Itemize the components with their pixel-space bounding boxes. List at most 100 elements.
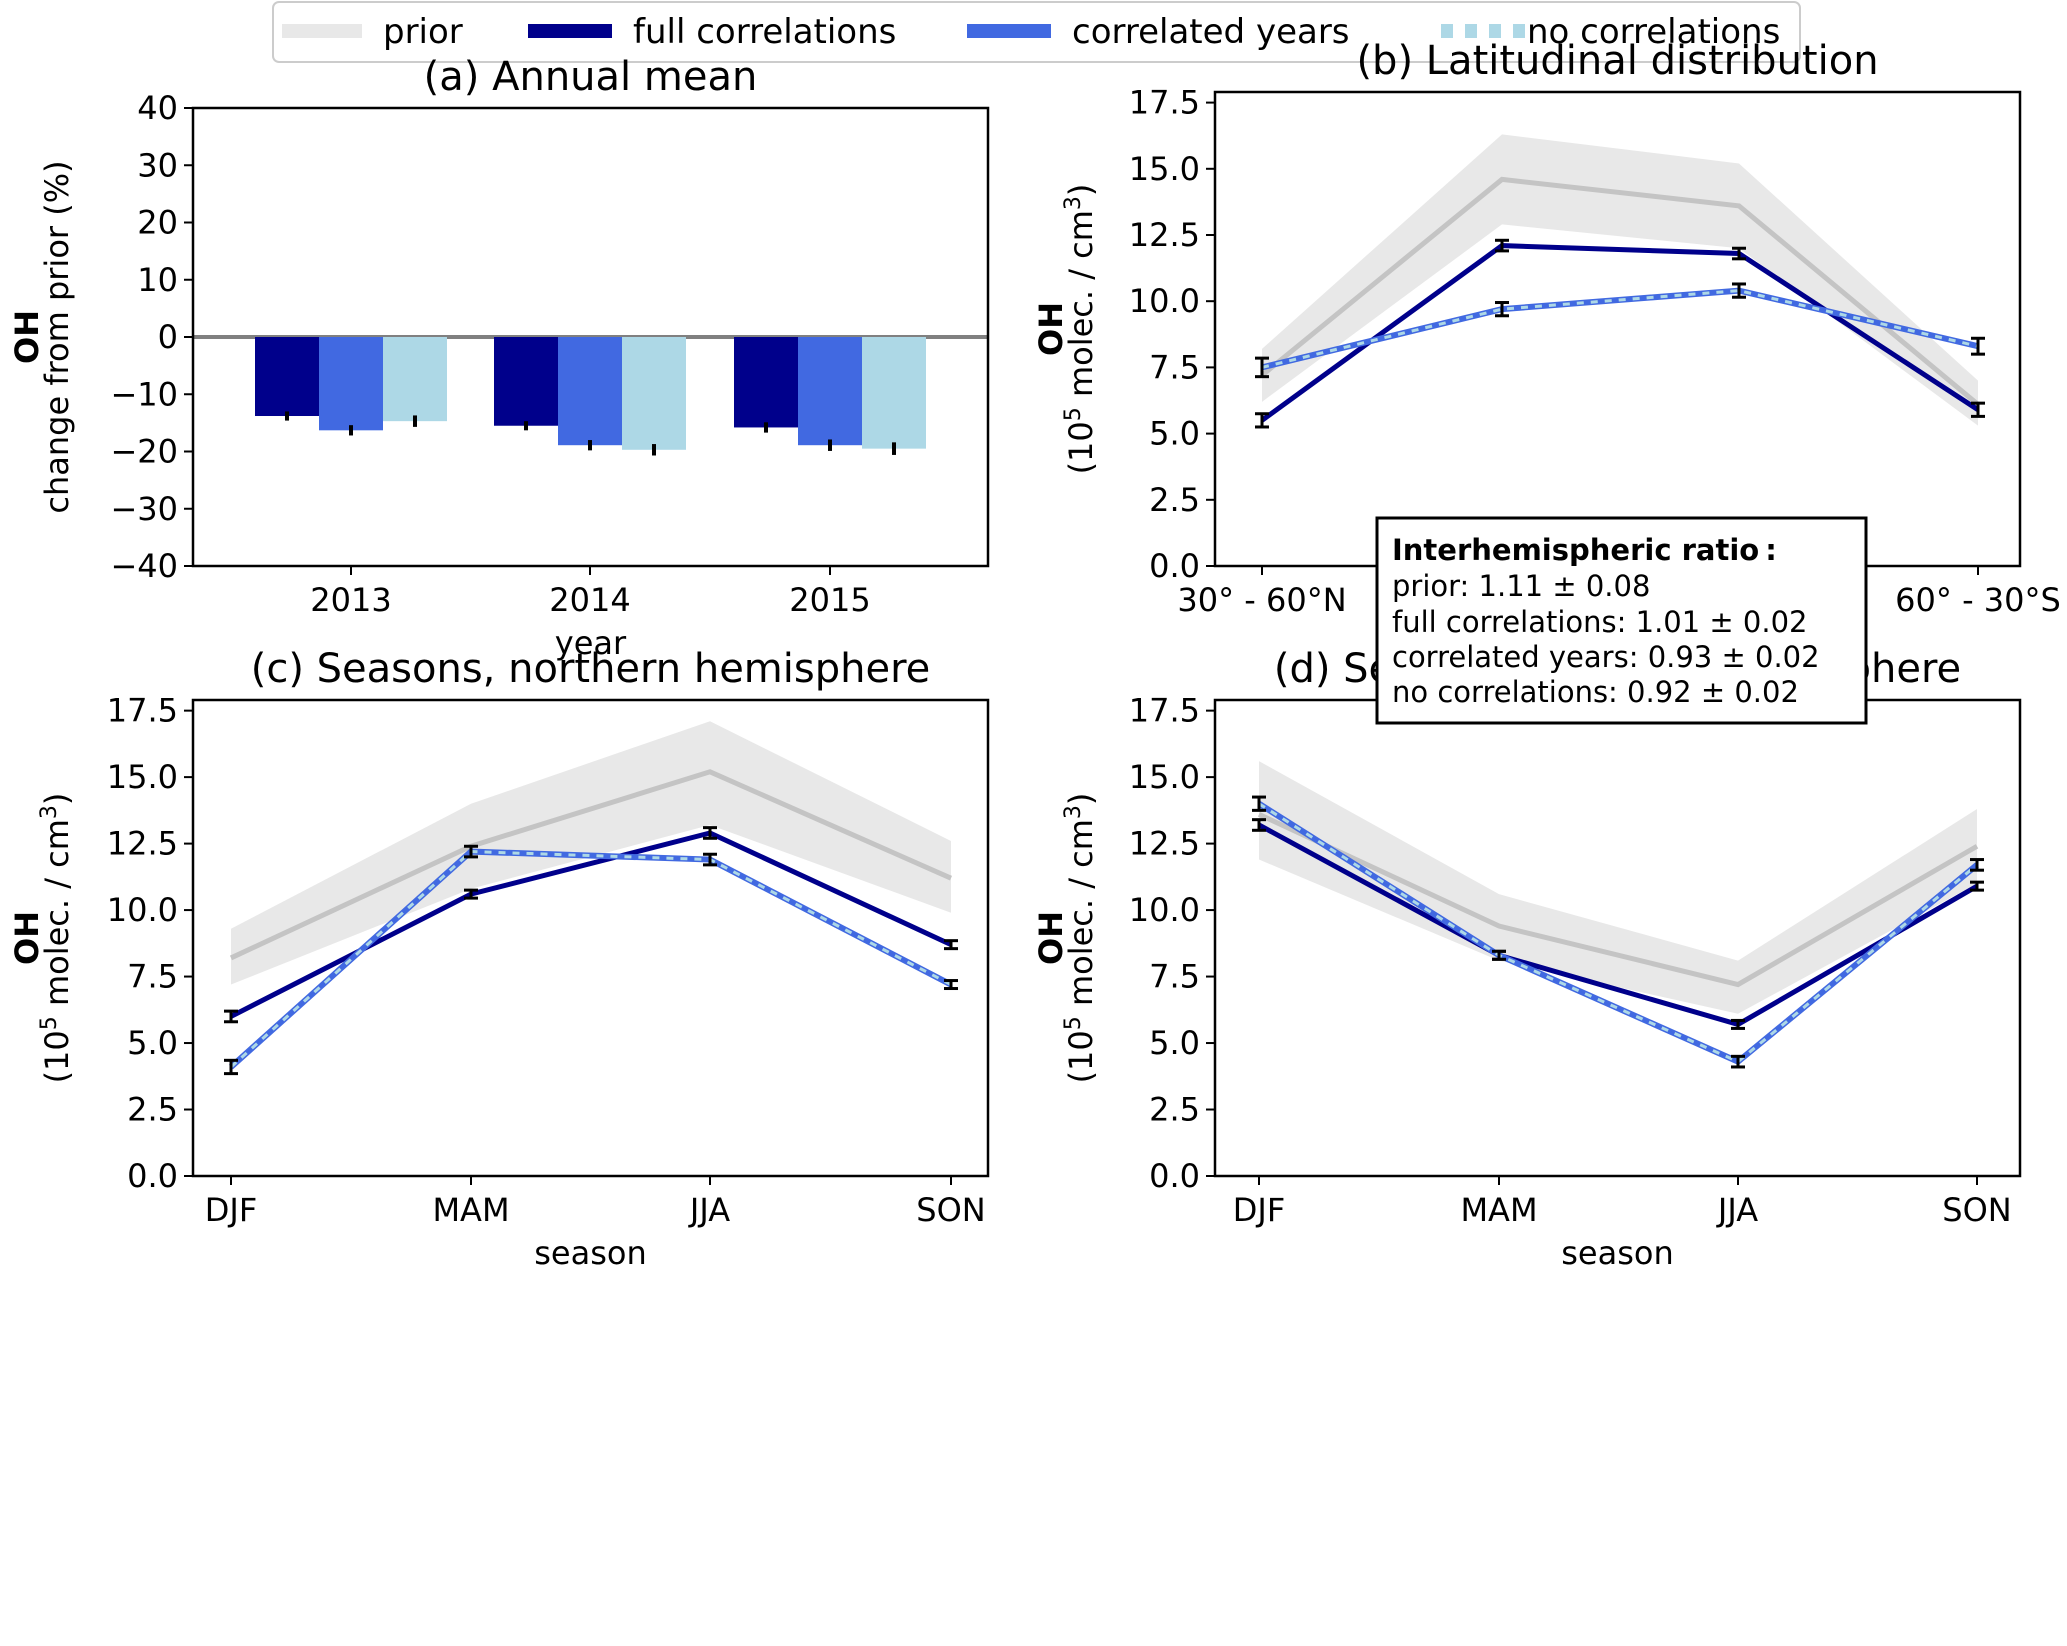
panel-b-title: (b) Latitudinal distribution xyxy=(1356,38,1878,84)
panel-c-title: (c) Seasons, northern hemisphere xyxy=(251,646,931,692)
panel-a-title: (a) Annual mean xyxy=(424,54,758,100)
y-tick-label: 0.0 xyxy=(127,1157,178,1195)
y-tick-label: 7.5 xyxy=(1149,348,1200,386)
y-label-sup: 5 xyxy=(37,1016,62,1030)
y-label-part: (10 xyxy=(38,1030,76,1083)
legend-label-correlated-years: correlated years xyxy=(1072,12,1350,52)
bar-full-2015 xyxy=(734,337,798,428)
x-tick-label: 2015 xyxy=(789,581,870,619)
ratio-line-full-correlations: full correlations: 1.01 ± 0.02 xyxy=(1392,605,1808,639)
x-tick-label: DJF xyxy=(205,1191,257,1229)
y-tick-label: −30 xyxy=(110,490,178,528)
y-tick-label: 17.5 xyxy=(1129,84,1200,122)
y-tick-label: 5.0 xyxy=(1149,415,1200,453)
y-tick-label: 7.5 xyxy=(1149,958,1200,996)
y-label-part: (10 xyxy=(1062,421,1100,474)
y-tick-label: 10 xyxy=(137,261,178,299)
y-tick-label: 0.0 xyxy=(1149,547,1200,585)
y-label-sup: 3 xyxy=(37,805,62,819)
series-line-no-correlations xyxy=(1258,802,1978,1064)
y-label-part: ) xyxy=(1062,184,1100,196)
series-line-no-correlations xyxy=(1261,289,1979,369)
x-tick-label: MAM xyxy=(1460,1191,1537,1229)
y-tick-label: 20 xyxy=(137,204,178,242)
y-tick-label: 10.0 xyxy=(107,891,178,929)
x-tick-label: JJA xyxy=(1716,1191,1758,1229)
y-tick-label: 5.0 xyxy=(1149,1024,1200,1062)
y-axis-label: (105 molec. / cm3) xyxy=(1061,793,1100,1084)
x-tick-label: 60° - 30°S xyxy=(1895,581,2061,619)
panel-a-frame xyxy=(191,106,990,568)
y-label-sup: 5 xyxy=(1061,1016,1086,1030)
y-tick-label: 12.5 xyxy=(1129,216,1200,254)
series-line-full-correlations xyxy=(1257,822,1979,1028)
x-axis-label: season xyxy=(1561,1234,1674,1272)
x-tick-label: 2013 xyxy=(310,581,391,619)
ratio-box: Interhemispheric ratio: prior: 1.11 ± 0.… xyxy=(1375,516,1868,725)
y-axis-label-bold: OH xyxy=(1032,911,1070,965)
y-label-part: molec. / cm xyxy=(1062,819,1100,1016)
x-tick-label: SON xyxy=(1942,1191,2011,1229)
series-line-full-correlations xyxy=(1260,243,1980,423)
y-label-sup: 5 xyxy=(1061,407,1086,421)
x-tick-label: DJF xyxy=(1233,1191,1285,1229)
y-label-part: (10 xyxy=(1062,1030,1100,1083)
y-tick-label: 17.5 xyxy=(107,692,178,730)
y-tick-label: 15.0 xyxy=(1129,150,1200,188)
ratio-line-no-correlations: no correlations: 0.92 ± 0.02 xyxy=(1392,675,1799,709)
y-label-part: ) xyxy=(1062,793,1100,805)
panel-a-annual-mean: (a) Annual mean 40 30 20 10 0 −10 −20 −30 −40 2013… xyxy=(8,54,990,662)
y-tick-label: 0.0 xyxy=(1149,1157,1200,1195)
legend-label-full-correlations: full correlations xyxy=(633,12,896,52)
y-axis-label-bold: OH xyxy=(8,911,46,965)
prior-uncertainty-band xyxy=(1262,134,1978,426)
y-label-sup: 3 xyxy=(1061,805,1086,819)
ratio-box-frame xyxy=(1375,516,1868,725)
y-axis-label: (105 molec. / cm3) xyxy=(37,793,76,1084)
bar-full-2013 xyxy=(255,337,319,417)
legend-label-prior: prior xyxy=(383,12,463,52)
y-tick-label: 2.5 xyxy=(127,1091,178,1129)
y-label-sup: 3 xyxy=(1061,196,1086,210)
y-tick-label: 15.0 xyxy=(107,758,178,796)
y-axis-label-bold: OH xyxy=(8,310,46,364)
x-tick-label: MAM xyxy=(432,1191,509,1229)
panel-d-seasons-south: (d) Seasons, southern hemisphere0.02.55.… xyxy=(1032,646,2022,1272)
bar-no_corr-2013 xyxy=(383,337,447,422)
y-tick-label: −20 xyxy=(110,433,178,471)
x-axis-label: season xyxy=(534,1234,647,1272)
x-axis-label: year xyxy=(555,624,627,662)
y-tick-label: 30 xyxy=(137,146,178,184)
y-tick-label: 12.5 xyxy=(1129,825,1200,863)
y-label-part: molec. / cm xyxy=(38,819,76,1016)
y-tick-label: 40 xyxy=(137,89,178,127)
panel-c-seasons-north: (c) Seasons, northern hemisphere 0.0 2.5 5.… xyxy=(8,646,990,1272)
y-tick-label: 10.0 xyxy=(1129,282,1200,320)
x-tick-label: SON xyxy=(916,1191,985,1229)
y-axis-label: change from prior (%) xyxy=(38,160,76,513)
legend: prior full correlations correlated years… xyxy=(272,1,1801,63)
y-tick-label: 2.5 xyxy=(1149,481,1200,519)
y-label-part: molec. / cm xyxy=(1062,210,1100,407)
y-tick-label: −40 xyxy=(110,547,178,585)
y-tick-label: 15.0 xyxy=(1129,758,1200,796)
y-axis-label-bold: OH xyxy=(1032,302,1070,356)
y-tick-label: 17.5 xyxy=(1129,692,1200,730)
y-tick-label: 7.5 xyxy=(127,958,178,996)
series-line-correlated-years xyxy=(228,848,953,1070)
y-tick-label: 2.5 xyxy=(1149,1091,1200,1129)
x-tick-label: JJA xyxy=(688,1191,730,1229)
y-tick-label: 12.5 xyxy=(107,825,178,863)
ratio-box-title: Interhemispheric ratio: xyxy=(1392,533,1777,567)
prior-line xyxy=(229,769,953,961)
bar-corr_years-2013 xyxy=(319,337,383,431)
prior-line xyxy=(1257,812,1979,988)
y-tick-label: 5.0 xyxy=(127,1024,178,1062)
bar-corr_years-2014 xyxy=(558,337,622,446)
ratio-line-correlated-years: correlated years: 0.93 ± 0.02 xyxy=(1392,640,1820,674)
y-label-part: ) xyxy=(38,793,76,805)
x-tick-label: 30° - 60°N xyxy=(1177,581,1346,619)
bar-no_corr-2015 xyxy=(862,337,926,449)
x-tick-label: 2014 xyxy=(549,581,630,619)
